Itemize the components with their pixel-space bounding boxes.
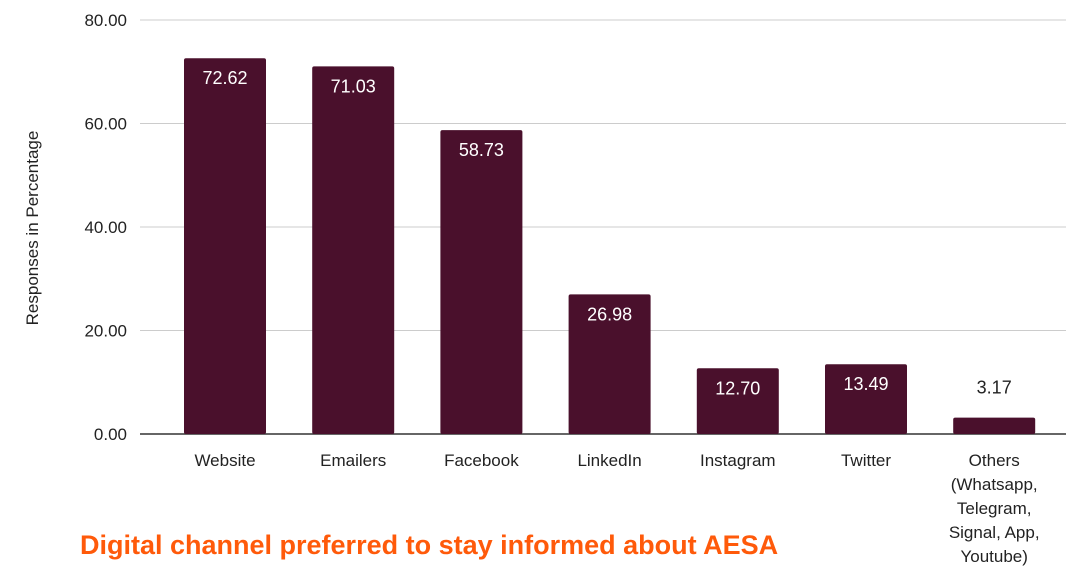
x-tick-label: Emailers [320, 451, 386, 470]
bar-value-label: 12.70 [715, 378, 760, 398]
x-tick-label-line: Emailers [320, 451, 386, 470]
x-tick-label: Twitter [841, 451, 891, 470]
x-tick-label: Facebook [444, 451, 519, 470]
y-tick-label: 40.00 [84, 218, 127, 237]
bar-value-label: 58.73 [459, 140, 504, 160]
bar [825, 364, 907, 434]
bar-value-label: 13.49 [843, 374, 888, 394]
chart-title: Digital channel preferred to stay inform… [80, 530, 779, 560]
bar-value-label: 26.98 [587, 304, 632, 324]
bar [312, 66, 395, 435]
x-tick-label-line: Instagram [700, 451, 776, 470]
y-tick-label: 60.00 [84, 115, 127, 134]
x-tick-label-line: Others [969, 451, 1020, 470]
y-axis-label: Responses in Percentage [23, 131, 42, 326]
data-labels: 72.62 71.03 58.73 26.98 12.70 13.49 3.17 [202, 68, 1011, 398]
y-tick-label: 0.00 [94, 425, 127, 444]
x-tick-label: Website [194, 451, 255, 470]
bar [953, 417, 1036, 434]
x-tick-label-line: Telegram, [957, 499, 1032, 518]
x-tick-label: Instagram [700, 451, 776, 470]
x-tick-label-line: (Whatsapp, [951, 475, 1038, 494]
y-tick-label: 20.00 [84, 322, 127, 341]
bar [568, 294, 651, 434]
bars [184, 58, 1036, 435]
x-tick-label-line: Signal, App, [949, 523, 1040, 542]
bar-value-label: 72.62 [202, 68, 247, 88]
x-tick-label: LinkedIn [577, 451, 641, 470]
bar [696, 368, 779, 434]
y-axis-ticks: 0.00 20.00 40.00 60.00 80.00 [84, 11, 127, 444]
x-tick-label-line: Youtube) [960, 547, 1027, 566]
x-tick-label-line: Facebook [444, 451, 519, 470]
y-tick-label: 80.00 [84, 11, 127, 30]
bar [184, 58, 266, 435]
bar [440, 130, 523, 434]
x-tick-label-line: Twitter [841, 451, 891, 470]
x-tick-label-line: LinkedIn [577, 451, 641, 470]
bar-value-label: 71.03 [331, 76, 376, 96]
bar-value-label: 3.17 [977, 378, 1012, 398]
x-tick-label-line: Website [194, 451, 255, 470]
x-axis-ticks: Website Emailers Facebook LinkedIn Instagram… [194, 451, 1039, 566]
x-tick-label: Others (Whatsapp, Telegram, Signal, App, You… [949, 451, 1040, 566]
